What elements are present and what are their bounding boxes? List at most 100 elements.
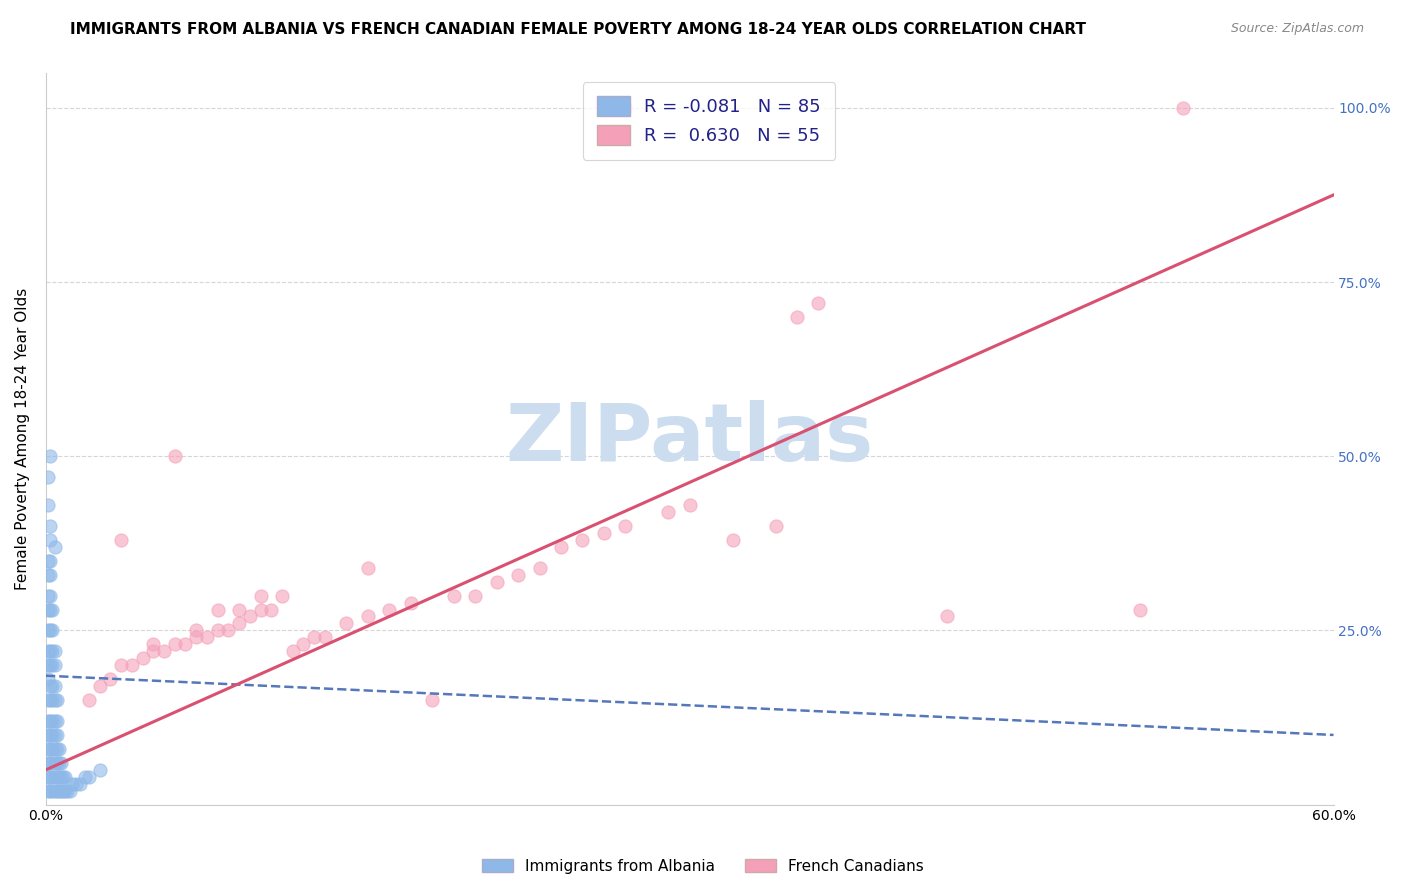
Point	[39, 589, 62, 603]
Point	[142, 644, 165, 658]
Point	[37, 658, 59, 673]
Point	[271, 589, 294, 603]
Point	[314, 631, 336, 645]
Point	[39, 742, 62, 756]
Point	[77, 770, 100, 784]
Point	[48, 770, 70, 784]
Point	[37, 624, 59, 638]
Point	[37, 567, 59, 582]
Point	[614, 519, 637, 533]
Point	[37, 742, 59, 756]
Point	[506, 567, 529, 582]
Point	[207, 602, 229, 616]
Point	[186, 631, 208, 645]
Point	[110, 533, 132, 547]
Point	[41, 742, 63, 756]
Point	[357, 609, 380, 624]
Point	[41, 714, 63, 728]
Point	[485, 574, 508, 589]
Point	[73, 770, 96, 784]
Point	[786, 310, 808, 324]
Point	[292, 637, 315, 651]
Point	[44, 679, 66, 693]
Point	[142, 637, 165, 651]
Point	[593, 525, 616, 540]
Point	[48, 783, 70, 797]
Point	[39, 658, 62, 673]
Point	[44, 783, 66, 797]
Point	[45, 728, 67, 742]
Point	[657, 505, 679, 519]
Point	[39, 783, 62, 797]
Point	[207, 624, 229, 638]
Point	[39, 602, 62, 616]
Point	[53, 783, 76, 797]
Point	[89, 679, 111, 693]
Point	[174, 637, 197, 651]
Text: Source: ZipAtlas.com: Source: ZipAtlas.com	[1230, 22, 1364, 36]
Point	[41, 783, 63, 797]
Point	[44, 644, 66, 658]
Point	[39, 519, 62, 533]
Point	[131, 651, 153, 665]
Point	[186, 624, 208, 638]
Point	[52, 783, 75, 797]
Point	[39, 693, 62, 707]
Point	[48, 742, 70, 756]
Point	[679, 498, 702, 512]
Point	[39, 449, 62, 463]
Point	[195, 631, 218, 645]
Point	[77, 693, 100, 707]
Point	[153, 644, 176, 658]
Point	[163, 637, 186, 651]
Point	[357, 560, 380, 574]
Point	[37, 714, 59, 728]
Point	[249, 589, 271, 603]
Point	[48, 756, 70, 770]
Point	[44, 714, 66, 728]
Point	[56, 783, 79, 797]
Point	[39, 770, 62, 784]
Point	[217, 624, 239, 638]
Point	[936, 609, 959, 624]
Point	[44, 540, 66, 554]
Point	[110, 658, 132, 673]
Point	[37, 470, 59, 484]
Point	[378, 602, 401, 616]
Point	[49, 756, 72, 770]
Point	[228, 602, 250, 616]
Point	[65, 777, 87, 791]
Point	[37, 672, 59, 686]
Point	[44, 658, 66, 673]
Point	[39, 533, 62, 547]
Y-axis label: Female Poverty Among 18-24 Year Olds: Female Poverty Among 18-24 Year Olds	[15, 288, 30, 590]
Point	[45, 693, 67, 707]
Point	[41, 644, 63, 658]
Legend: Immigrants from Albania, French Canadians: Immigrants from Albania, French Canadian…	[477, 853, 929, 880]
Point	[41, 602, 63, 616]
Point	[52, 770, 75, 784]
Point	[41, 728, 63, 742]
Point	[335, 616, 357, 631]
Point	[37, 728, 59, 742]
Point	[60, 777, 83, 791]
Point	[39, 554, 62, 568]
Point	[45, 742, 67, 756]
Point	[302, 631, 325, 645]
Point	[37, 554, 59, 568]
Point	[39, 679, 62, 693]
Point	[464, 589, 486, 603]
Point	[249, 602, 271, 616]
Text: ZIPatlas: ZIPatlas	[506, 400, 875, 478]
Point	[163, 449, 186, 463]
Point	[45, 783, 67, 797]
Point	[49, 783, 72, 797]
Point	[443, 589, 465, 603]
Point	[41, 693, 63, 707]
Point	[39, 756, 62, 770]
Point	[37, 756, 59, 770]
Point	[571, 533, 593, 547]
Point	[37, 770, 59, 784]
Point	[260, 602, 283, 616]
Point	[44, 693, 66, 707]
